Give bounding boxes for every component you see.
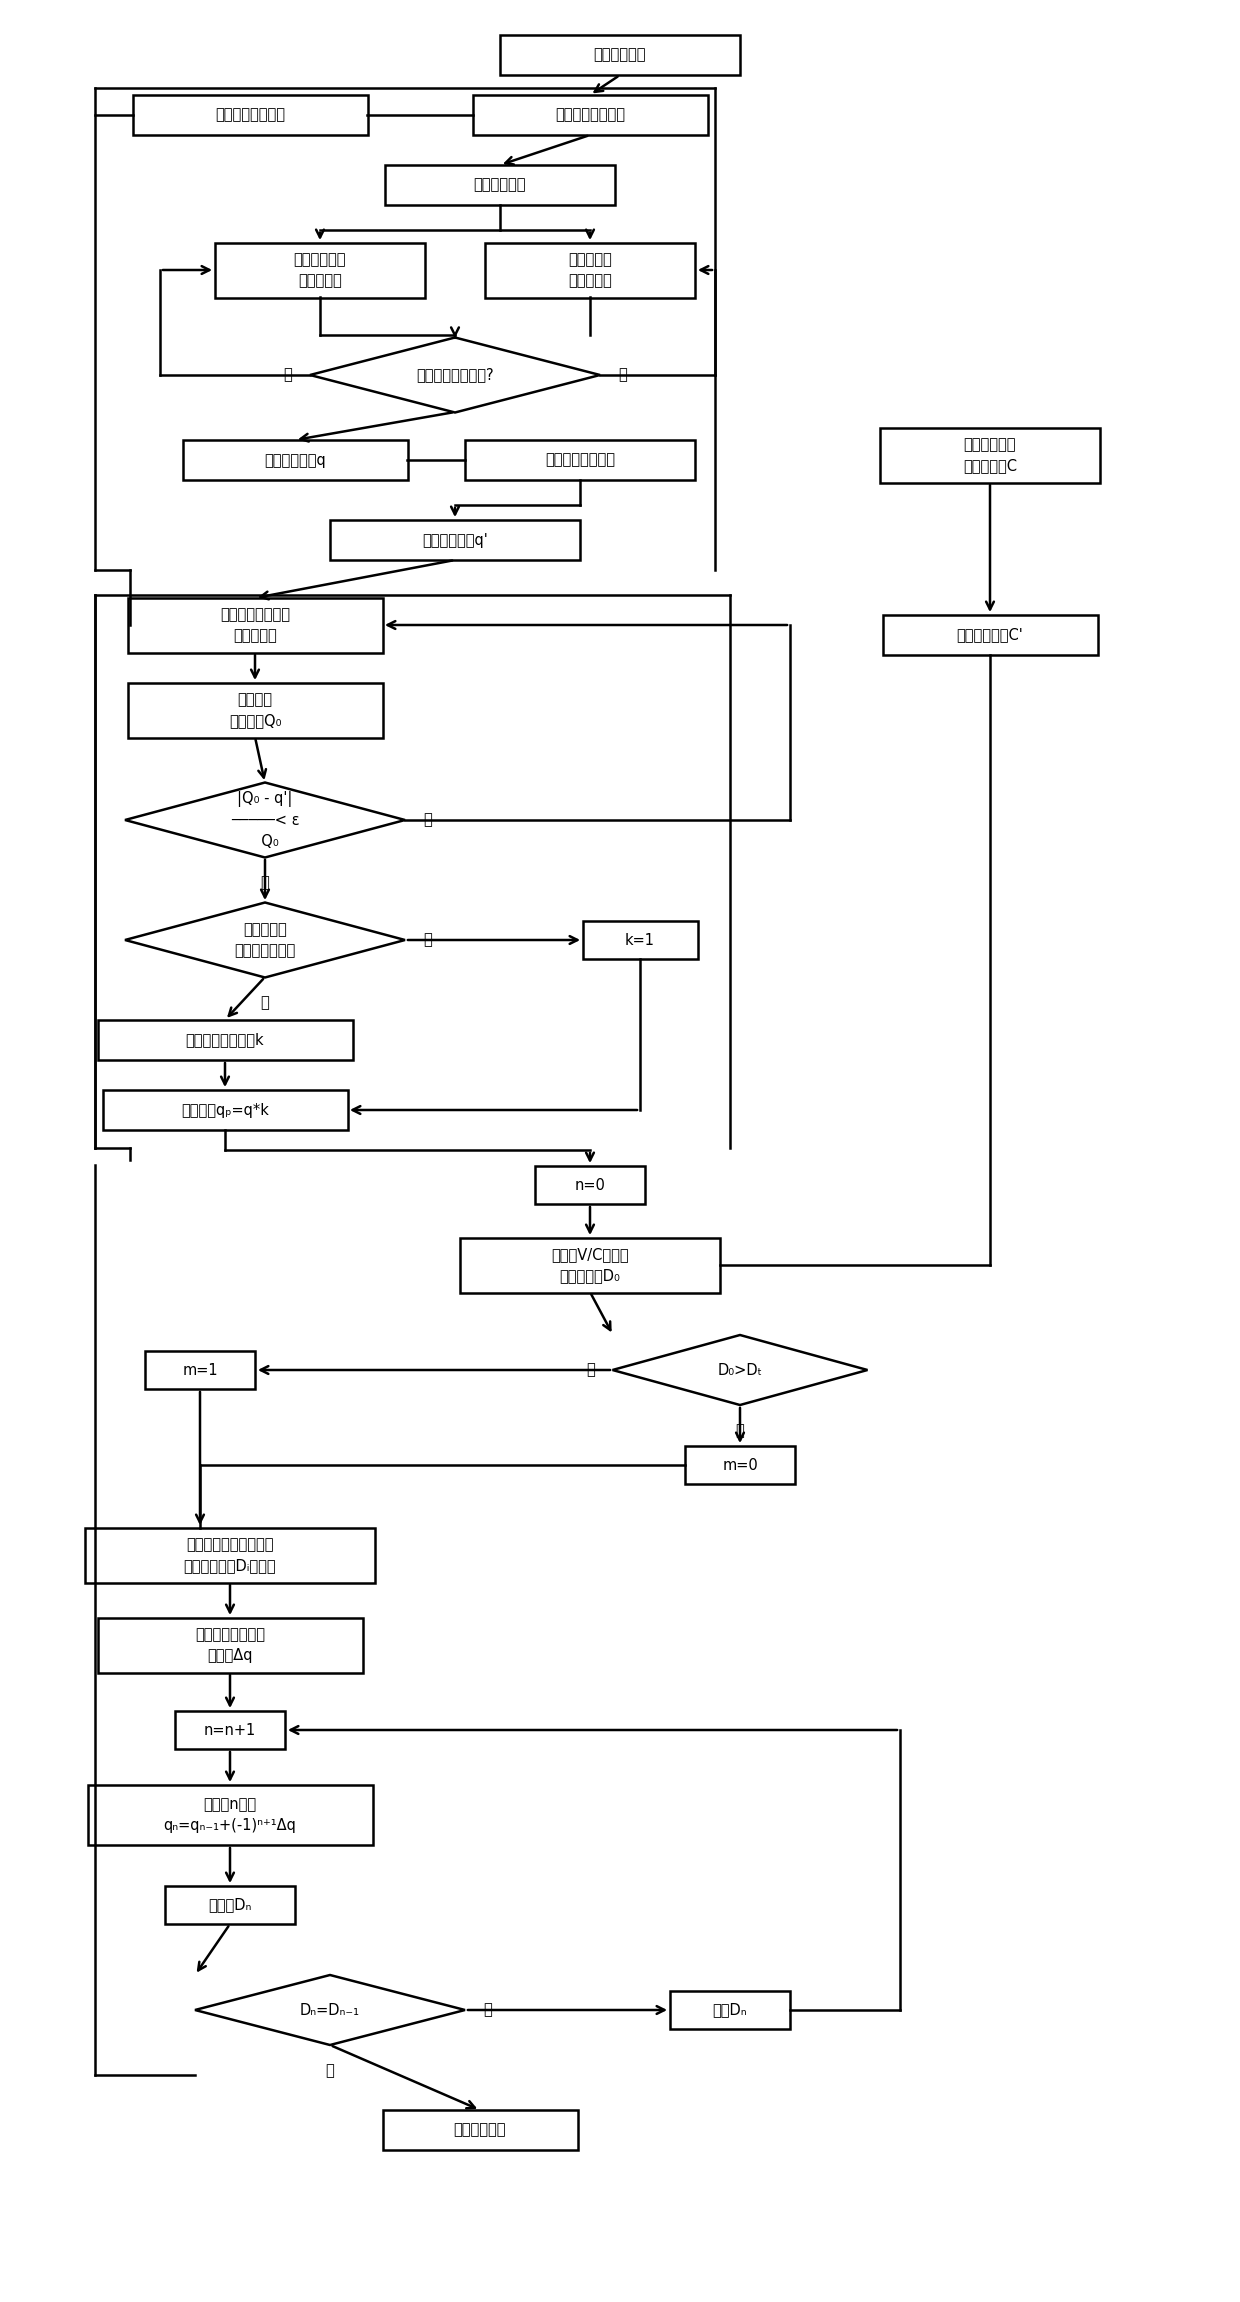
- Text: 预测基础流量q: 预测基础流量q: [264, 453, 326, 467]
- Text: k=1: k=1: [625, 932, 655, 948]
- Text: 根据历史交通参数，得
到出现拥挤度Dᵢ的概率: 根据历史交通参数，得 到出现拥挤度Dᵢ的概率: [184, 1538, 277, 1572]
- Text: 初步预测流量q': 初步预测流量q': [422, 532, 487, 548]
- Text: n=n+1: n=n+1: [203, 1722, 257, 1738]
- Bar: [182, 440, 408, 481]
- Bar: [684, 1446, 795, 1485]
- Bar: [534, 1167, 645, 1204]
- Text: 预测日期为节假日?: 预测日期为节假日?: [417, 368, 494, 382]
- Text: 建立节假日
流量数据库: 建立节假日 流量数据库: [568, 251, 611, 288]
- Text: |Q₀ - q'|
─────< ε
  Q₀: |Q₀ - q'| ─────< ε Q₀: [231, 792, 299, 849]
- Text: 发布预测信息: 发布预测信息: [454, 2122, 506, 2139]
- Text: n=0: n=0: [574, 1179, 605, 1192]
- Bar: [98, 1618, 362, 1674]
- Text: 是: 是: [260, 875, 269, 891]
- Bar: [103, 1091, 347, 1130]
- Bar: [670, 1991, 790, 2028]
- Text: 匹配相似状态，得
到交通参数: 匹配相似状态，得 到交通参数: [219, 608, 290, 642]
- Text: 预测点附近
是否有特殊情况: 预测点附近 是否有特殊情况: [234, 923, 295, 958]
- Bar: [500, 35, 740, 76]
- Bar: [460, 1238, 720, 1291]
- Bar: [485, 242, 694, 297]
- Text: 可能通行能力C': 可能通行能力C': [956, 628, 1023, 642]
- Bar: [215, 242, 425, 297]
- Text: 建立非节假日
流量数据库: 建立非节假日 流量数据库: [294, 251, 346, 288]
- Text: 否: 否: [423, 813, 432, 826]
- Text: 是: 是: [587, 1363, 595, 1377]
- Text: 调整第n次，
qₙ=qₙ₋₁+(-1)ⁿ⁺¹Δq: 调整第n次， qₙ=qₙ₋₁+(-1)ⁿ⁺¹Δq: [164, 1798, 296, 1832]
- Bar: [583, 921, 697, 960]
- Text: 预测点道路基
本通行能力C: 预测点道路基 本通行能力C: [963, 437, 1017, 472]
- Polygon shape: [195, 1975, 465, 2044]
- Bar: [165, 1885, 295, 1924]
- Text: 是: 是: [618, 368, 626, 382]
- Text: 拥挤度Dₙ: 拥挤度Dₙ: [208, 1897, 252, 1913]
- Text: 换算至V/C，对应
求得拥挤度D₀: 换算至V/C，对应 求得拥挤度D₀: [552, 1248, 629, 1282]
- Polygon shape: [125, 783, 405, 859]
- Text: 预测流量qₚ=q*k: 预测流量qₚ=q*k: [181, 1103, 269, 1116]
- Bar: [133, 94, 367, 136]
- Bar: [883, 615, 1097, 656]
- Text: 影响因素参数确定: 影响因素参数确定: [556, 108, 625, 122]
- Text: 否: 否: [735, 1423, 744, 1439]
- Bar: [88, 1784, 372, 1844]
- Bar: [86, 1529, 374, 1581]
- Text: 用户选择行为，改
变流量Δq: 用户选择行为，改 变流量Δq: [195, 1628, 265, 1662]
- Bar: [880, 428, 1100, 483]
- Text: 计算求得
平均流量Q₀: 计算求得 平均流量Q₀: [228, 693, 281, 727]
- Text: 更新Dₙ: 更新Dₙ: [713, 2003, 748, 2017]
- Text: 历史交通参数收集: 历史交通参数收集: [215, 108, 285, 122]
- Text: m=0: m=0: [722, 1457, 758, 1473]
- Bar: [98, 1020, 352, 1059]
- Bar: [472, 94, 708, 136]
- Text: 参数分级处理: 参数分级处理: [594, 48, 646, 62]
- Text: 是: 是: [260, 994, 269, 1011]
- Text: 否: 否: [423, 932, 432, 948]
- Text: 流量去参数化: 流量去参数化: [474, 177, 526, 193]
- Text: 否: 否: [283, 368, 291, 382]
- Bar: [382, 2111, 578, 2150]
- Text: D₀>Dₜ: D₀>Dₜ: [718, 1363, 763, 1377]
- Text: Dₙ=Dₙ₋₁: Dₙ=Dₙ₋₁: [300, 2003, 360, 2017]
- Text: 否: 否: [326, 2063, 335, 2079]
- Bar: [330, 520, 580, 559]
- Polygon shape: [310, 338, 600, 412]
- Bar: [175, 1710, 285, 1750]
- Text: 特殊状况系数调整k: 特殊状况系数调整k: [186, 1034, 264, 1047]
- Polygon shape: [613, 1335, 868, 1404]
- Polygon shape: [125, 902, 405, 978]
- Bar: [384, 166, 615, 205]
- Bar: [128, 599, 382, 651]
- Bar: [465, 440, 694, 481]
- Text: m=1: m=1: [182, 1363, 218, 1377]
- Text: 是: 是: [484, 2003, 492, 2017]
- Text: 影响因素参数收集: 影响因素参数收集: [546, 453, 615, 467]
- Bar: [145, 1351, 255, 1388]
- Bar: [128, 681, 382, 737]
